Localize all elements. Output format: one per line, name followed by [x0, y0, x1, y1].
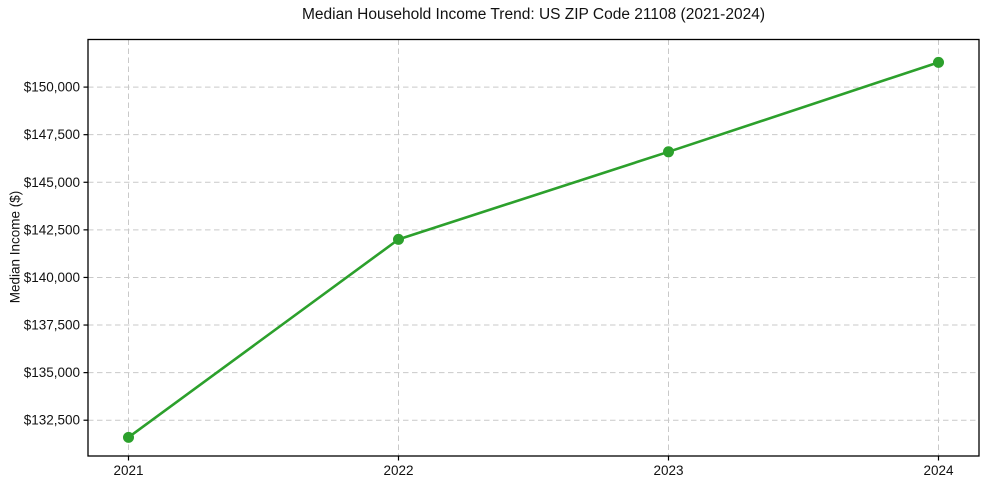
data-point-marker [123, 431, 134, 443]
axes-spines [87, 38, 980, 457]
data-point-marker [393, 233, 404, 245]
series-line [127, 61, 940, 439]
data-point-marker [933, 56, 944, 68]
x-tick-label: 2024 [923, 463, 954, 478]
y-tick-label: $140,000 [24, 270, 80, 285]
x-tick-label: 2021 [113, 463, 143, 478]
y-tick-label: $142,500 [24, 222, 80, 237]
x-tick-label: 2022 [383, 463, 413, 478]
y-tick-label: $135,000 [24, 365, 80, 380]
y-tick-label: $132,500 [24, 413, 80, 428]
y-tick-label: $137,500 [24, 318, 80, 333]
chart-title: Median Household Income Trend: US ZIP Co… [302, 6, 765, 23]
y-tick-label: $150,000 [24, 80, 80, 95]
data-point-marker [663, 146, 674, 158]
y-tick-label: $147,500 [24, 127, 80, 142]
y-tick-label: $145,000 [24, 175, 80, 190]
x-tick-label: 2023 [653, 463, 683, 478]
